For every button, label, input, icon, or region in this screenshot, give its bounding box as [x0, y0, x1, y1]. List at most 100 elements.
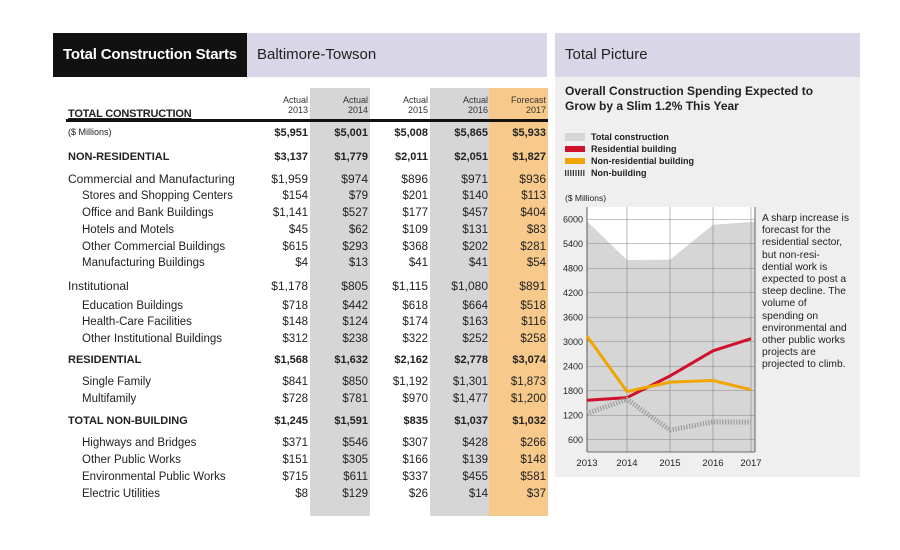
- cell-2014: $5,001: [334, 127, 368, 139]
- legend-label: Residential building: [591, 144, 677, 154]
- cell-2014: $850: [342, 376, 368, 388]
- cell-2013: $1,178: [271, 279, 308, 293]
- table-row: RESIDENTIAL $1,568 $1,632 $2,162 $2,778 $3,07…: [66, 354, 548, 370]
- cell-2017: $1,873: [510, 376, 546, 388]
- table-row: Environmental Public Works $715 $611 $337 $4…: [66, 471, 548, 487]
- cell-2013: $154: [282, 190, 308, 202]
- total-construction-label: TOTAL CONSTRUCTION: [68, 108, 192, 120]
- cell-2013: $148: [282, 316, 308, 328]
- row-label: Health-Care Facilities: [82, 316, 192, 328]
- table-row: Stores and Shopping Centers $154 $79 $201 $1…: [66, 190, 548, 206]
- cell-2016: $140: [462, 190, 488, 202]
- column-year: 2013: [287, 105, 308, 115]
- cell-2016: $202: [462, 241, 488, 253]
- table-row: Health-Care Facilities $148 $124 $174 $163 $1…: [66, 316, 548, 332]
- table-row: Other Commercial Buildings $615 $293 $368 $2…: [66, 241, 548, 257]
- cell-2014: $13: [348, 257, 368, 269]
- cell-2016: $131: [462, 224, 488, 236]
- column-shade-2016: [430, 88, 489, 516]
- column-header-2016: Actual 2016: [428, 95, 488, 115]
- cell-2014: $546: [342, 437, 368, 449]
- cell-2014: $293: [342, 241, 368, 253]
- table-row: Multifamily $728 $781 $970 $1,477 $1,200: [66, 393, 548, 409]
- cell-2016: $457: [462, 207, 488, 219]
- series-line-non-building: [586, 396, 752, 433]
- x-tick-label: 2013: [576, 458, 597, 469]
- cell-2013: $841: [282, 376, 308, 388]
- cell-2014: $805: [341, 279, 368, 293]
- row-label: Hotels and Motels: [82, 224, 175, 236]
- cell-2016: $1,037: [454, 415, 488, 427]
- column-header-2013: Actual 2013: [248, 95, 308, 115]
- cell-2015: $1,192: [392, 376, 428, 388]
- cell-2013: $5,951: [274, 127, 308, 139]
- row-label: Other Commercial Buildings: [82, 241, 226, 253]
- table-title: Total Construction Starts: [53, 33, 247, 77]
- cell-2015: $166: [402, 454, 428, 466]
- x-tick-label: 2016: [702, 458, 723, 469]
- y-tick-label: 5400: [563, 239, 583, 249]
- table-row: Other Public Works $151 $305 $166 $139 $148: [66, 454, 548, 470]
- table-row: Commercial and Manufacturing $1,959 $974 $8…: [66, 172, 548, 188]
- cell-2017: $1,032: [512, 415, 546, 427]
- cell-2014: $79: [348, 190, 368, 202]
- table-row: Manufacturing Buildings $4 $13 $41 $41 $54: [66, 257, 548, 273]
- series-line-non-residential-building: [585, 335, 752, 394]
- cell-2016: $1,080: [451, 279, 488, 293]
- x-tick-label: 2017: [740, 458, 761, 469]
- cell-2014: $62: [348, 224, 368, 236]
- cell-2016: $5,865: [454, 127, 488, 139]
- row-label: Electric Utilities: [82, 488, 160, 500]
- column-year: 2014: [347, 105, 368, 115]
- cell-2017: $518: [520, 300, 546, 312]
- row-label: RESIDENTIAL: [68, 354, 142, 366]
- cell-2017: $266: [520, 437, 546, 449]
- cell-2016: $664: [462, 300, 488, 312]
- cell-2017: $258: [520, 333, 546, 345]
- table-row: Institutional $1,178 $805 $1,115 $1,080 $891: [66, 279, 548, 295]
- cell-2017: $116: [521, 316, 546, 328]
- legend-label: Total construction: [591, 132, 669, 142]
- region-label: Baltimore-Towson: [247, 33, 547, 77]
- cell-2015: $368: [402, 241, 428, 253]
- cell-2017: $5,933: [512, 127, 546, 139]
- cell-2015: $337: [402, 471, 428, 483]
- cell-2013: $4: [295, 257, 308, 269]
- row-label: Environmental Public Works: [82, 471, 226, 483]
- row-label: Commercial and Manufacturing: [68, 172, 235, 186]
- cell-2014: $781: [342, 393, 368, 405]
- cell-2014: $442: [342, 300, 368, 312]
- cell-2015: $5,008: [394, 127, 428, 139]
- column-kind: Forecast: [510, 95, 546, 105]
- y-tick-label: 6000: [563, 214, 583, 224]
- table-row: Electric Utilities $8 $129 $26 $14 $37: [66, 488, 548, 504]
- column-year: 2015: [407, 105, 428, 115]
- table-row: TOTAL NON-BUILDING $1,245 $1,591 $835 $1,037…: [66, 415, 548, 431]
- legend-swatch: [565, 146, 585, 152]
- table-row: Single Family $841 $850 $1,192 $1,301 $1,873: [66, 376, 548, 392]
- column-kind: Actual: [342, 95, 368, 105]
- cell-2017: $54: [526, 257, 546, 269]
- column-shade-2014: [310, 88, 370, 516]
- cell-2017: $3,074: [512, 354, 546, 366]
- cell-2015: $307: [402, 437, 428, 449]
- cell-2013: $8: [295, 488, 308, 500]
- row-label: Education Buildings: [82, 300, 184, 312]
- cell-2013: $1,245: [274, 415, 308, 427]
- row-label: Other Public Works: [82, 454, 181, 466]
- table-row: Office and Bank Buildings $1,141 $527 $177 $…: [66, 207, 548, 223]
- cell-2016: $2,051: [454, 151, 488, 163]
- cell-2016: $139: [462, 454, 488, 466]
- cell-2016: $163: [462, 316, 488, 328]
- cell-2016: $428: [462, 437, 488, 449]
- legend-label: Non-building: [591, 168, 646, 178]
- row-label: ($ Millions): [68, 127, 112, 137]
- cell-2013: $728: [282, 393, 308, 405]
- cell-2014: $1,591: [334, 415, 368, 427]
- cell-2013: $3,137: [274, 151, 308, 163]
- table-row: Other Institutional Buildings $312 $238 $32…: [66, 333, 548, 349]
- cell-2013: $615: [282, 241, 308, 253]
- column-year: 2016: [467, 105, 488, 115]
- cell-2013: $151: [282, 454, 308, 466]
- cell-2013: $45: [288, 224, 308, 236]
